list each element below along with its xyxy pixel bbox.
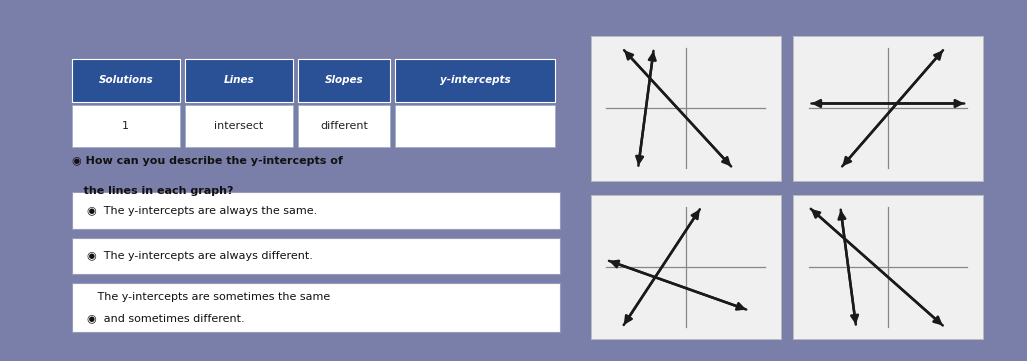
FancyBboxPatch shape (395, 59, 555, 101)
FancyBboxPatch shape (72, 59, 180, 101)
FancyBboxPatch shape (72, 192, 560, 229)
Text: 1: 1 (122, 121, 129, 131)
Text: The y-intercepts are sometimes the same: The y-intercepts are sometimes the same (87, 292, 331, 302)
Text: Slopes: Slopes (325, 75, 364, 85)
FancyBboxPatch shape (185, 59, 293, 101)
Text: Lines: Lines (224, 75, 254, 85)
Text: y-intercepts: y-intercepts (440, 75, 510, 85)
Text: different: different (320, 121, 368, 131)
Text: ◉  The y-intercepts are always different.: ◉ The y-intercepts are always different. (87, 251, 313, 261)
FancyBboxPatch shape (395, 105, 555, 147)
Text: ◉  and sometimes different.: ◉ and sometimes different. (87, 313, 244, 323)
Text: the lines in each graph?: the lines in each graph? (72, 186, 233, 196)
Text: intersect: intersect (215, 121, 263, 131)
FancyBboxPatch shape (72, 238, 560, 274)
FancyBboxPatch shape (298, 105, 390, 147)
FancyBboxPatch shape (185, 105, 293, 147)
Text: Solutions: Solutions (99, 75, 153, 85)
FancyBboxPatch shape (72, 105, 180, 147)
FancyBboxPatch shape (298, 59, 390, 101)
Text: ◉ How can you describe the y-intercepts of: ◉ How can you describe the y-intercepts … (72, 156, 343, 166)
FancyBboxPatch shape (72, 283, 560, 332)
Text: ◉  The y-intercepts are always the same.: ◉ The y-intercepts are always the same. (87, 206, 317, 216)
